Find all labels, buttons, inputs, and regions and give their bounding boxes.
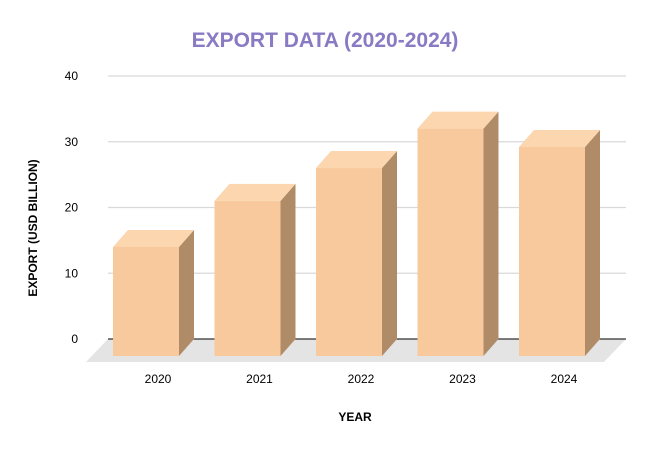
y-axis-label: EXPORT (USD BILLION) [26,159,40,296]
bar-top-face [316,151,397,169]
x-tick-label: 2024 [551,372,578,386]
bar-side-face [483,111,499,356]
bar-side-face [382,151,397,356]
bar-2024 [519,130,600,356]
bar-front-face [519,147,585,356]
bar-2022 [316,151,397,356]
bar-2021 [214,183,296,356]
bar-top-face [113,229,194,247]
bar-top-face [214,183,296,201]
y-tick-label: 20 [65,201,79,215]
x-tick-label: 2023 [449,372,476,386]
bar-top-face [417,111,499,129]
x-tick-label: 2021 [246,372,273,386]
x-axis-ticks: 2020 2021 2022 2023 2024 [145,372,578,386]
bar-front-face [417,128,484,356]
bar-side-face [179,229,194,356]
bar-2020 [113,229,194,356]
y-tick-label: 40 [65,69,79,83]
bar-top-face [519,130,600,148]
y-tick-label: 30 [65,135,79,149]
x-tick-label: 2022 [348,372,375,386]
chart-title: EXPORT DATA (2020-2024) [192,29,459,52]
y-tick-label: 10 [65,266,79,280]
y-axis-ticks: 0 10 20 30 40 [65,69,79,346]
bar-2023 [417,111,499,356]
bar-side-face [585,130,600,356]
bars [113,111,600,356]
bar-side-face [280,183,296,356]
bar-front-face [113,246,179,356]
x-tick-label: 2020 [145,372,172,386]
bar-front-face [316,168,382,356]
bar-front-face [214,200,281,356]
y-tick-label: 0 [71,332,78,346]
x-axis-label: YEAR [338,410,372,424]
